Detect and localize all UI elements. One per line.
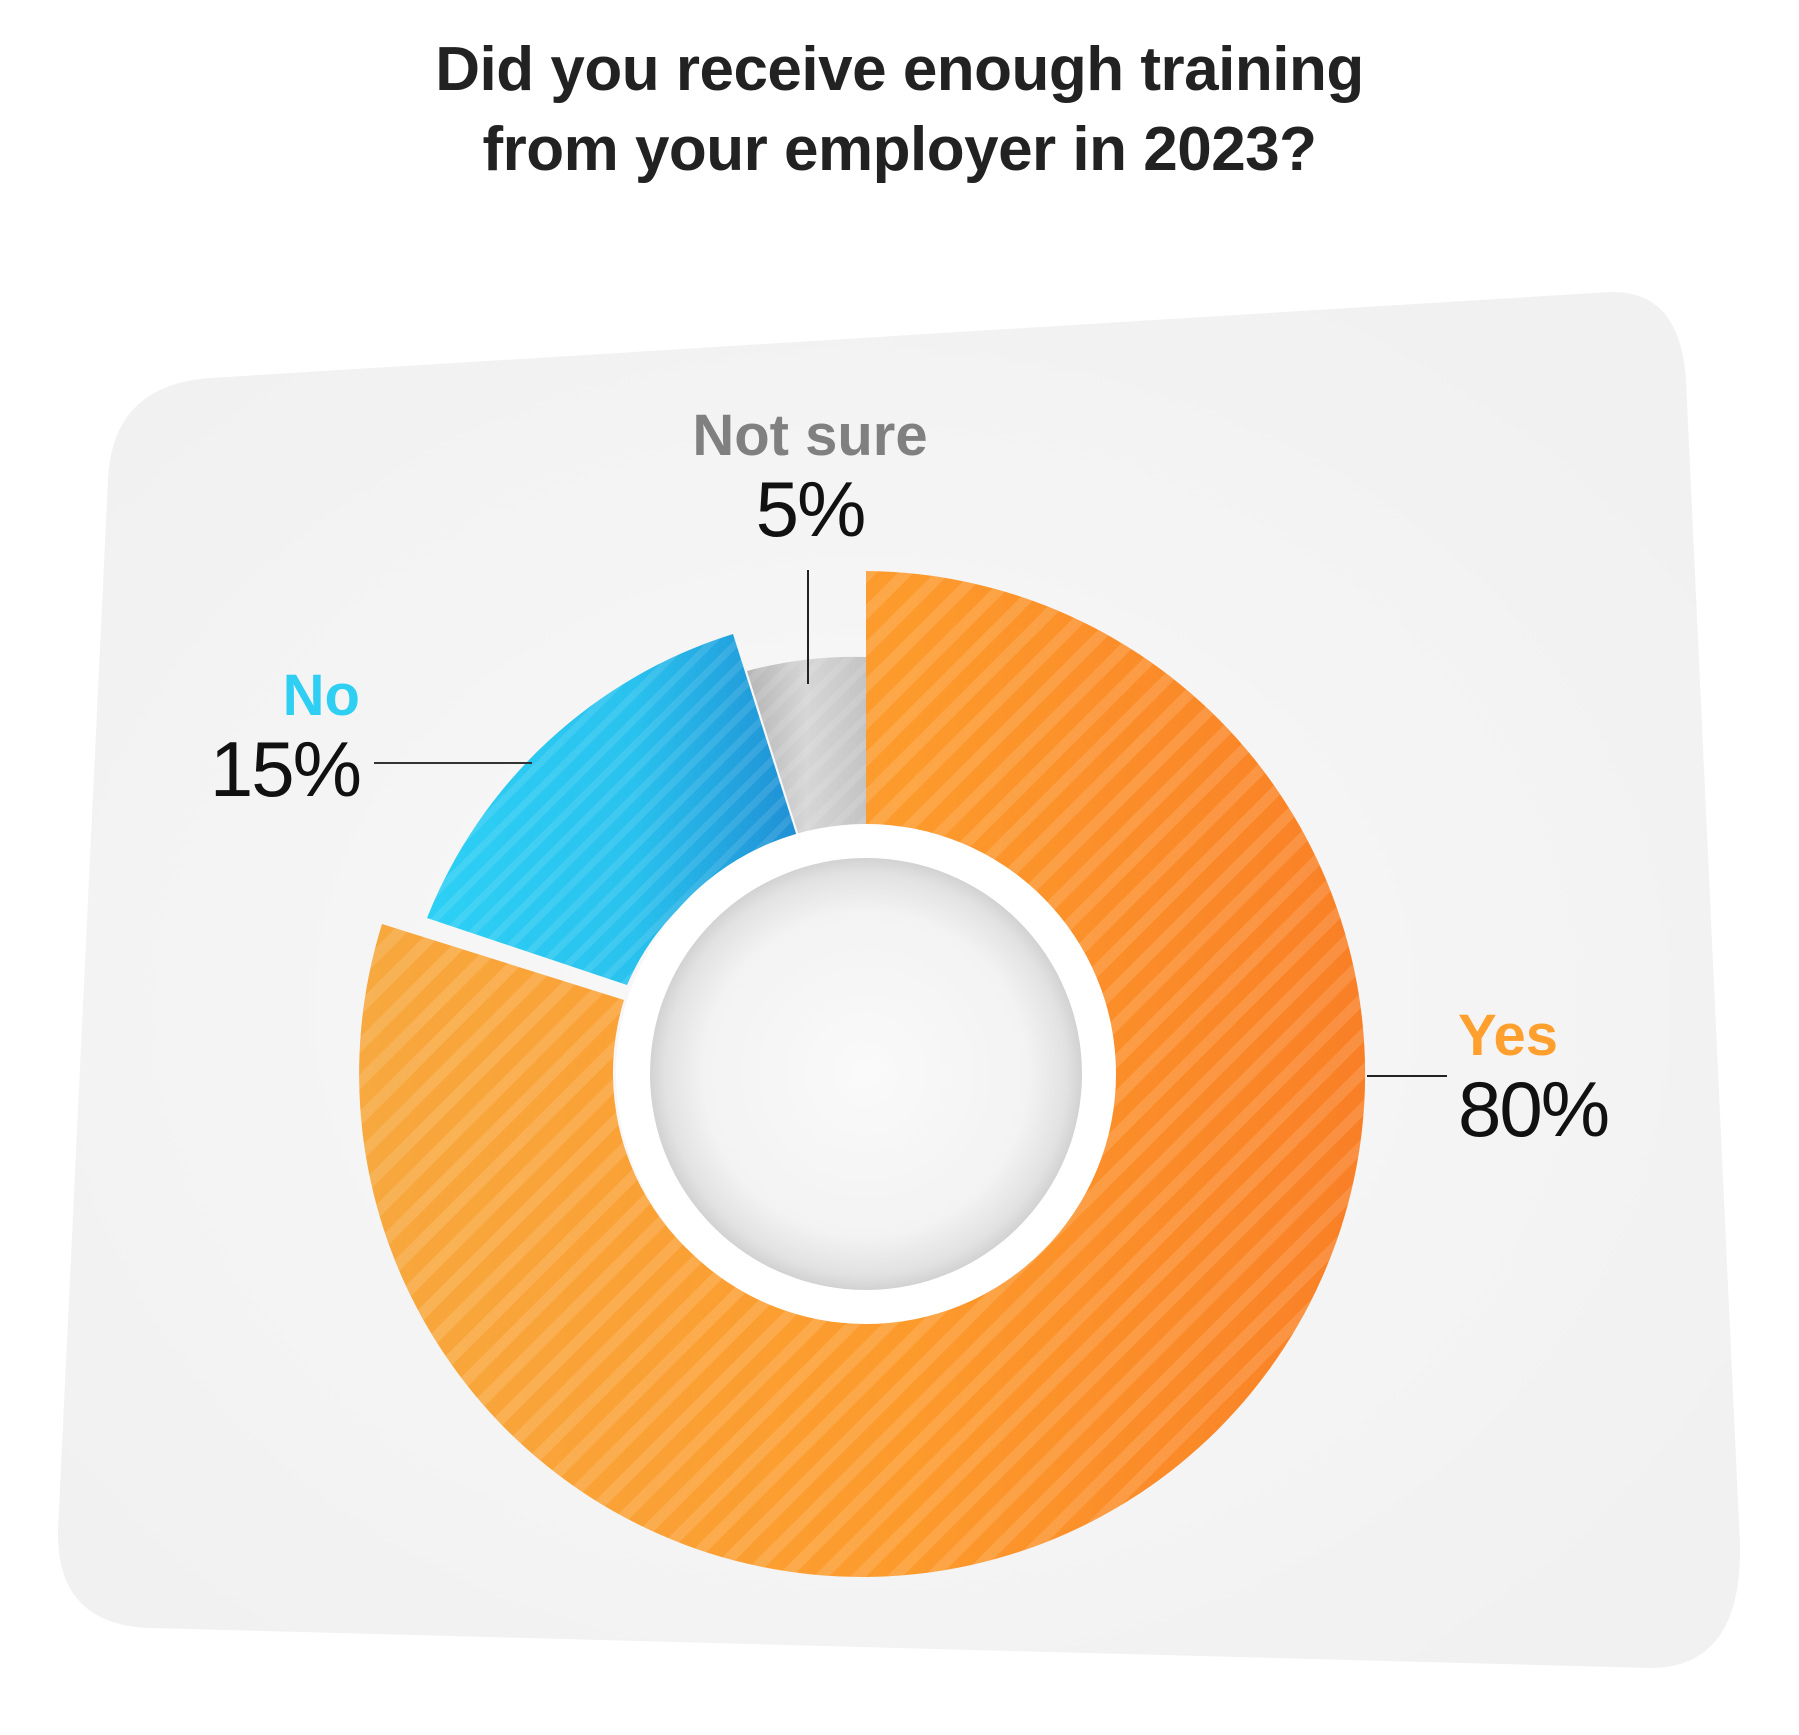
chart-title-line-1: Did you receive enough training <box>435 35 1364 104</box>
label-not-sure-name: Not sure <box>692 403 928 468</box>
label-no: No 15% <box>200 663 362 813</box>
chart-title: Did you receive enough training from you… <box>0 30 1799 190</box>
slice-no[interactable] <box>427 634 799 985</box>
label-yes-name: Yes <box>1458 1003 1558 1068</box>
label-yes: Yes 80% <box>1458 1003 1718 1153</box>
slice-yes[interactable] <box>359 571 1366 1577</box>
label-yes-value: 80% <box>1458 1065 1610 1153</box>
label-not-sure-value: 5% <box>755 465 867 553</box>
label-not-sure: Not sure 5% <box>640 403 980 553</box>
label-no-name: No <box>282 663 360 728</box>
chart-title-line-2: from your employer in 2023? <box>482 115 1317 184</box>
label-no-value: 15% <box>209 725 362 813</box>
slice-not-sure[interactable] <box>747 656 866 836</box>
donut-hole <box>650 858 1082 1290</box>
